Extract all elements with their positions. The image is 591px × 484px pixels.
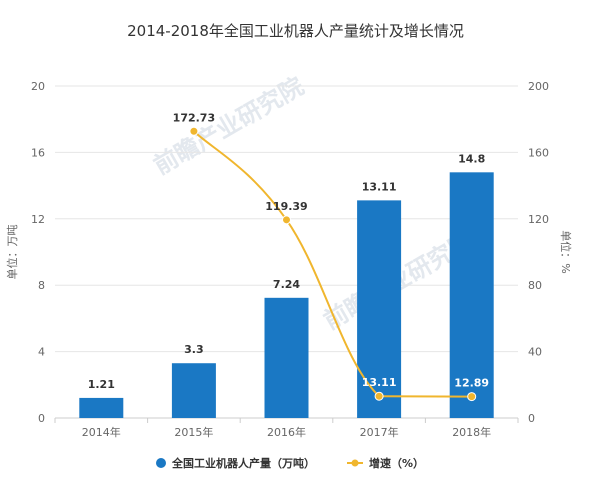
legend-line-dot [351, 459, 359, 467]
bar-value-label: 7.24 [273, 278, 300, 291]
growth-point [189, 126, 199, 136]
growth-value-label: 172.73 [173, 111, 215, 124]
y-tick-label-left: 12 [31, 213, 45, 226]
legend: 全国工业机器人产量（万吨） 增速（%） [156, 456, 424, 470]
legend-bar-marker [156, 458, 166, 468]
bar [79, 397, 124, 418]
bar-value-label: 3.3 [184, 343, 204, 356]
x-tick-label: 2015年 [174, 425, 213, 439]
legend-line-label: 增速（%） [369, 456, 424, 470]
y-tick-label-right: 40 [528, 346, 542, 359]
bar-value-label: 1.21 [88, 378, 115, 391]
bar [449, 172, 494, 418]
data-labels: 1.21 3.3 7.24 13.11 14.8 172.73 119.39 13.11 12.… [88, 111, 489, 391]
y-tick-label-left: 4 [38, 346, 45, 359]
y-tick-label-right: 0 [528, 412, 535, 425]
line-series [189, 126, 477, 402]
growth-value-label: 13.11 [362, 376, 397, 389]
growth-value-label: 119.39 [265, 200, 307, 213]
growth-line [193, 130, 472, 398]
bar [357, 200, 402, 418]
y-tick-label-right: 120 [528, 213, 549, 226]
y-tick-label-left: 20 [31, 80, 45, 93]
y-axis-title-left: 单位：万吨 [5, 225, 19, 280]
growth-point [282, 215, 291, 225]
bar [171, 363, 216, 418]
bar-series [79, 172, 494, 418]
legend-bar-label: 全国工业机器人产量（万吨） [171, 456, 315, 470]
growth-point [467, 392, 477, 402]
growth-value-label: 12.89 [454, 377, 489, 390]
watermark-text: 前瞻产业研究院 [149, 72, 308, 180]
bar [264, 297, 309, 418]
x-tick-label: 2017年 [360, 425, 399, 439]
growth-point [374, 391, 384, 401]
x-tick-label: 2018年 [452, 425, 491, 439]
y-tick-label-left: 16 [31, 146, 45, 159]
bar-value-label: 13.11 [362, 180, 397, 193]
y-tick-label-right: 200 [528, 80, 549, 93]
x-tick-label: 2014年 [82, 425, 121, 439]
y-axis-title-right: 单位：% [559, 230, 573, 273]
y-tick-label-left: 0 [38, 412, 45, 425]
y-tick-label-left: 8 [38, 279, 45, 292]
chart-title: 2014-2018年全国工业机器人产量统计及增长情况 [127, 22, 464, 40]
y-tick-label-right: 160 [528, 146, 549, 159]
bar-value-label: 14.8 [458, 152, 485, 165]
y-tick-label-right: 80 [528, 279, 542, 292]
x-tick-label: 2016年 [267, 425, 306, 439]
